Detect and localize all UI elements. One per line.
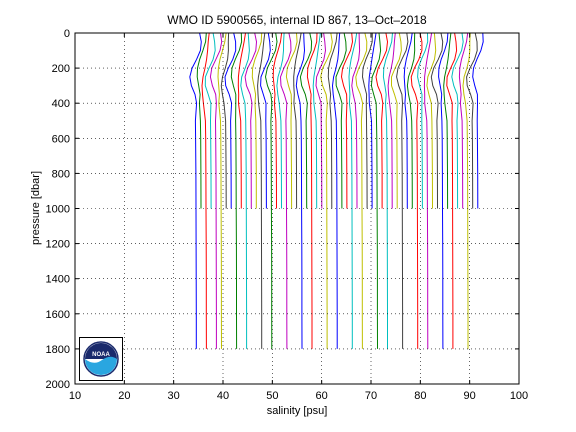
profile-line <box>260 32 271 209</box>
profile-line <box>368 32 377 209</box>
profile-line <box>430 32 444 209</box>
x-tick-label: 40 <box>217 390 229 402</box>
grid-layer <box>75 33 519 384</box>
x-axis-ticks: 10 20 30 40 50 60 70 80 90 100 <box>69 33 528 402</box>
profile-line <box>391 32 402 209</box>
profile-line <box>375 32 389 209</box>
profile-line <box>272 32 283 209</box>
y-tick-label: 2000 <box>46 379 70 391</box>
x-tick-label: 80 <box>414 390 426 402</box>
profile-line <box>295 32 306 349</box>
profile-line <box>403 32 413 209</box>
profile-line <box>443 32 452 209</box>
x-axis-label: salinity [psu] <box>267 405 328 417</box>
x-tick-label: 70 <box>365 390 377 402</box>
profile-line <box>276 32 285 209</box>
profiles-layer <box>189 32 484 349</box>
profile-line <box>340 32 354 209</box>
profile-line <box>426 32 437 209</box>
x-tick-label: 100 <box>510 390 528 402</box>
profile-line <box>237 32 246 209</box>
y-tick-label: 1000 <box>46 204 70 216</box>
profile-line <box>417 32 429 209</box>
profile-line <box>382 32 393 349</box>
y-tick-label: 0 <box>64 28 70 40</box>
profile-line <box>451 32 464 209</box>
y-tick-label: 1200 <box>46 239 70 251</box>
profile-line <box>410 32 423 349</box>
profile-line <box>423 32 433 349</box>
profile-line <box>472 32 484 209</box>
profile-line <box>438 32 449 349</box>
noaa-logo-text: NOAA <box>92 352 110 358</box>
profile-line <box>370 32 382 349</box>
profile-line <box>264 32 278 349</box>
y-tick-label: 1800 <box>46 344 70 356</box>
profile-line <box>196 32 207 209</box>
x-tick-label: 30 <box>168 390 180 402</box>
x-tick-label: 20 <box>118 390 130 402</box>
x-tick-label: 10 <box>69 390 81 402</box>
profile-line <box>217 32 227 349</box>
profile-line <box>224 32 237 209</box>
noaa-logo: NOAA <box>79 337 123 381</box>
y-tick-label: 1600 <box>46 309 70 321</box>
noaa-emblem-icon: NOAA <box>83 341 119 377</box>
chart-title: WMO ID 5900565, internal ID 867, 13–Oct–… <box>167 13 427 27</box>
profile-line <box>351 32 361 209</box>
profile-line <box>230 32 243 349</box>
x-tick-label: 50 <box>266 390 278 402</box>
profile-line <box>220 32 230 209</box>
profile-line <box>299 32 313 209</box>
profile-line <box>315 32 327 209</box>
y-tick-label: 1400 <box>46 274 70 286</box>
y-tick-label: 400 <box>52 98 70 110</box>
profile-line <box>279 32 292 349</box>
x-tick-label: 60 <box>316 390 328 402</box>
profile-line <box>387 32 396 209</box>
profile-line <box>466 32 478 209</box>
profile-line <box>331 32 341 349</box>
profile-line <box>335 32 347 209</box>
profile-line <box>293 32 302 209</box>
profile-line <box>446 32 458 349</box>
profile-line <box>320 32 333 349</box>
profile-line <box>306 32 318 349</box>
profile-line <box>209 32 223 349</box>
x-tick-label: 90 <box>464 390 476 402</box>
y-tick-label: 200 <box>52 63 70 75</box>
y-tick-label: 600 <box>52 133 70 145</box>
profile-line <box>348 32 358 349</box>
profile-line <box>396 32 409 349</box>
y-tick-label: 800 <box>52 168 70 180</box>
y-axis-label: pressure [dbar] <box>30 171 42 245</box>
profile-line <box>189 32 202 349</box>
profile-line <box>458 32 469 209</box>
profile-line <box>406 32 416 209</box>
y-axis-ticks: 0 200 400 600 800 1000 1200 1400 1600 1800 2000 <box>46 28 519 391</box>
profile-line <box>355 32 368 349</box>
profile-line <box>257 32 266 349</box>
profile-line <box>361 32 373 209</box>
profile-line <box>462 32 471 349</box>
profile-line <box>240 32 250 349</box>
profile-line <box>327 32 338 209</box>
profile-line <box>204 32 216 209</box>
profile-line <box>312 32 321 209</box>
